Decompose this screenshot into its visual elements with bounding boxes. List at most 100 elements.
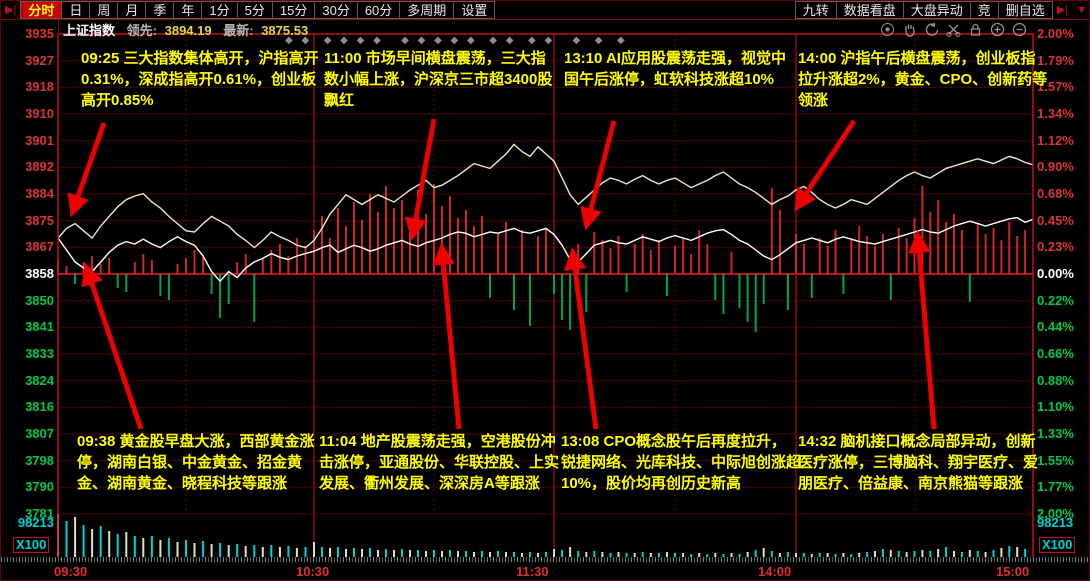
price-axis-label: 3850 — [25, 293, 54, 308]
collapse-left-icon[interactable]: ▶| — [5, 4, 17, 16]
percent-axis-label: 0.90% — [1037, 159, 1074, 174]
price-axis-label: 3918 — [25, 79, 54, 94]
price-axis-label: 3935 — [25, 26, 54, 41]
percent-axis-label: 1.33% — [1037, 426, 1074, 441]
latest-value: 3875.53 — [261, 23, 309, 38]
index-name: 上证指数 — [63, 23, 116, 38]
price-axis-label: 3816 — [25, 399, 54, 414]
time-axis-label: 09:30 — [54, 564, 88, 579]
lead-value: 3894.19 — [164, 23, 212, 38]
price-axis-label: 3807 — [25, 426, 54, 441]
price-axis-label: 3927 — [25, 53, 54, 68]
tab-设置[interactable]: 设置 — [454, 1, 496, 19]
price-axis-label: 3858 — [25, 266, 54, 281]
annotation-arrow — [580, 120, 617, 231]
percent-axis-label: 2.00% — [1037, 506, 1074, 521]
news-annotation-bottom: 11:04 地产股震荡走强，空港股份冲击涨停，亚通股份、华联控股、上实发展、衢州… — [319, 433, 560, 492]
percent-axis-label: 0.00% — [1037, 266, 1074, 281]
price-axis-label: 3867 — [25, 239, 54, 254]
time-axis-label: 10:30 — [296, 564, 330, 579]
annotation-arrow — [67, 122, 107, 218]
time-axis-label: 14:00 — [758, 564, 792, 579]
news-annotation-top: 09:25 三大指数集体高开，沪指高开0.31%，深成指高开0.61%，创业板高… — [81, 50, 319, 109]
tab-多周期[interactable]: 多周期 — [400, 1, 455, 19]
price-axis-label: 3892 — [25, 159, 54, 174]
percent-axis-label: 1.79% — [1037, 53, 1074, 68]
tab-月[interactable]: 月 — [118, 1, 147, 19]
price-axis-label: 3910 — [25, 106, 54, 121]
lock-icon[interactable] — [968, 22, 983, 37]
percent-axis-label: 0.44% — [1037, 319, 1074, 334]
annotation-arrow — [432, 242, 462, 430]
percent-axis-label: 0.88% — [1037, 373, 1074, 388]
percent-axis-label: 0.68% — [1037, 186, 1074, 201]
tab-年[interactable]: 年 — [174, 1, 203, 19]
eye-icon[interactable] — [880, 22, 895, 37]
tab-60分[interactable]: 60分 — [357, 1, 401, 19]
price-axis-label: 3833 — [25, 346, 54, 361]
toolbar-spacer — [495, 1, 794, 19]
price-axis-label: 3824 — [25, 373, 54, 388]
index-header: 上证指数 领先: 3894.19 最新: 3875.53 — [58, 20, 1089, 38]
price-axis-label: 3798 — [25, 453, 54, 468]
top-toolbar: ▶| 分时日周月季年 1分 5分 15分 30分 60分 多周期 设置 九转 数据看盘 大盘异动竞… — [1, 1, 1089, 20]
news-annotation-top: 11:00 市场早间横盘震荡，三大指数小幅上涨，沪深京三市超3400股飘红 — [324, 50, 553, 109]
latest-label: 最新: — [223, 23, 254, 38]
minute-tick-strip — [1, 557, 1089, 562]
percent-axis-label: 0.66% — [1037, 346, 1074, 361]
scissors-icon[interactable] — [946, 22, 961, 37]
volume-max-label: 98213 — [1037, 515, 1074, 530]
news-annotation-top: 14:00 沪指午后横盘震荡，创业板指拉升涨超2%，黄金、CPO、创新药等领涨 — [798, 50, 1048, 109]
price-axis-label: 3884 — [25, 186, 54, 201]
percent-axis-label: 1.10% — [1037, 399, 1074, 414]
tab-1分[interactable]: 1分 — [202, 1, 238, 19]
percent-axis-label: 0.23% — [1037, 239, 1074, 254]
undo-icon[interactable] — [924, 22, 939, 37]
news-annotation-bottom: 09:38 黄金股早盘大涨，西部黄金涨停，湖南白银、中金黄金、招金黄金、湖南黄金… — [77, 433, 315, 492]
percent-axis-label: 1.12% — [1037, 133, 1074, 148]
tab-分时[interactable]: 分时 — [20, 1, 63, 19]
percent-axis-label: 2.00% — [1037, 26, 1074, 41]
price-axis-label: 3790 — [25, 479, 54, 494]
volume-unit-badge: X100 — [1039, 537, 1076, 553]
button-九转[interactable]: 九转 — [794, 1, 837, 19]
annotation-arrow — [81, 262, 144, 430]
zoom-out-icon[interactable] — [1012, 22, 1027, 37]
tab-季[interactable]: 季 — [146, 1, 175, 19]
percent-axis-label: 0.22% — [1037, 293, 1074, 308]
dropdown-arrow-icon[interactable]: ▼ — [1076, 4, 1087, 16]
lead-label: 领先: — [126, 23, 157, 38]
time-axis-label: 15:00 — [996, 564, 1030, 579]
button-竞[interactable]: 竞 — [970, 1, 999, 19]
tab-30分[interactable]: 30分 — [315, 1, 358, 19]
tab-日[interactable]: 日 — [62, 1, 91, 19]
tab-5分[interactable]: 5分 — [237, 1, 273, 19]
news-annotation-bottom: 14:32 脑机接口概念局部异动，创新医疗涨停，三博脑科、翔宇医疗、爱朋医疗、倍… — [798, 433, 1039, 492]
percent-axis-label: 1.34% — [1037, 106, 1074, 121]
annotation-arrow — [563, 247, 599, 430]
period-tabs: 分时日周月季年 1分 5分 15分 30分 60分 多周期 设置 — [20, 1, 496, 19]
annotation-arrow — [404, 118, 437, 241]
percent-axis-label: 1.55% — [1037, 453, 1074, 468]
price-axis-label: 3841 — [25, 319, 54, 334]
button-删自选[interactable]: 删自选 — [998, 1, 1053, 19]
chart-tool-strip — [880, 22, 1027, 37]
zoom-in-icon[interactable] — [990, 22, 1005, 37]
news-annotation-top: 13:10 AI应用股震荡走强，视觉中国午后涨停，虹软科技涨超10% — [564, 50, 786, 88]
button-数据看盘[interactable]: 数据看盘 — [836, 1, 904, 19]
news-annotation-bottom: 13:08 CPO概念股午后再度拉升，锐捷网络、光库科技、中际旭创涨超10%，股… — [561, 433, 802, 492]
percent-axis-label: 0.45% — [1037, 213, 1074, 228]
collapse-right-icon[interactable]: ▶| — [1056, 4, 1069, 16]
right-buttons: 九转 数据看盘 大盘异动竞删自选 — [794, 1, 1053, 19]
tab-15分[interactable]: 15分 — [272, 1, 316, 19]
price-axis-label: 3875 — [25, 213, 54, 228]
tab-周[interactable]: 周 — [90, 1, 119, 19]
time-axis-label: 11:30 — [516, 564, 549, 579]
hand-icon[interactable] — [902, 22, 917, 37]
price-axis-label: 3901 — [25, 133, 54, 148]
price-axis-label: 3781 — [25, 506, 54, 521]
percent-axis-label: 1.57% — [1037, 79, 1074, 94]
button-大盘异动[interactable]: 大盘异动 — [903, 1, 971, 19]
